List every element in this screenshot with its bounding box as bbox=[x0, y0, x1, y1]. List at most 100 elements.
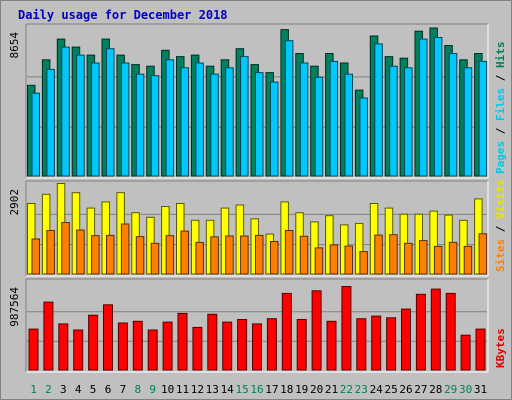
legend-item-pages: Pages bbox=[494, 141, 507, 174]
bar-kbytes-day-8 bbox=[132, 320, 143, 371]
bar-sites-day-9 bbox=[150, 242, 160, 275]
bar-sites-day-21 bbox=[329, 244, 339, 275]
x-tick-label-29: 29 bbox=[444, 383, 457, 396]
legend-separator: / bbox=[494, 219, 507, 239]
x-tick-label-9: 9 bbox=[149, 383, 156, 396]
x-tick-label-13: 13 bbox=[206, 383, 219, 396]
bar-kbytes-day-11 bbox=[177, 312, 188, 371]
ymax-label-bot: 987564 bbox=[8, 287, 21, 327]
legend-item-sites: Sites bbox=[494, 239, 507, 272]
bar-files-day-27 bbox=[419, 38, 428, 177]
bar-kbytes-day-18 bbox=[281, 292, 292, 371]
bar-sites-day-25 bbox=[389, 234, 398, 275]
bar-kbytes-day-2 bbox=[43, 301, 54, 371]
bar-kbytes-day-13 bbox=[207, 313, 218, 371]
x-tick-label-2: 2 bbox=[45, 383, 52, 396]
x-tick-label-7: 7 bbox=[120, 383, 127, 396]
x-tick-label-8: 8 bbox=[134, 383, 141, 396]
bar-kbytes-day-23 bbox=[356, 318, 367, 371]
bar-sites-day-12 bbox=[195, 241, 204, 275]
x-tick-label-27: 27 bbox=[414, 383, 427, 396]
bar-files-day-23 bbox=[359, 97, 368, 177]
bar-sites-day-6 bbox=[106, 234, 115, 275]
bar-files-day-2 bbox=[46, 68, 55, 177]
x-tick-label-3: 3 bbox=[60, 383, 67, 396]
bar-kbytes-day-28 bbox=[430, 288, 441, 371]
legend-mid: Sites / Visits bbox=[494, 179, 507, 272]
bar-sites-day-26 bbox=[404, 242, 413, 275]
legend-top: Pages / Files / Hits bbox=[494, 42, 507, 175]
bar-kbytes-day-1 bbox=[28, 328, 39, 371]
x-tick-label-5: 5 bbox=[90, 383, 97, 396]
panel-top: 8654 Pages / Files / Hits bbox=[8, 23, 507, 179]
legend-bot: KBytes bbox=[494, 328, 507, 368]
x-tick-label-6: 6 bbox=[105, 383, 112, 396]
bar-files-day-6 bbox=[106, 48, 115, 177]
x-tick-label-23: 23 bbox=[355, 383, 368, 396]
bar-kbytes-day-24 bbox=[371, 315, 382, 371]
bar-files-day-20 bbox=[314, 76, 324, 177]
bar-kbytes-day-10 bbox=[162, 321, 173, 371]
x-tick-label-10: 10 bbox=[161, 383, 174, 396]
bar-files-day-22 bbox=[344, 73, 353, 177]
x-tick-label-24: 24 bbox=[370, 383, 384, 396]
bar-sites-day-13 bbox=[210, 236, 219, 275]
bar-files-day-5 bbox=[91, 62, 100, 177]
bar-files-day-31 bbox=[478, 60, 488, 177]
bar-sites-day-18 bbox=[284, 230, 294, 275]
bar-files-day-13 bbox=[210, 73, 219, 177]
x-tick-label-25: 25 bbox=[384, 383, 397, 396]
bar-sites-day-31 bbox=[478, 233, 488, 275]
bar-sites-day-28 bbox=[433, 245, 443, 275]
bar-sites-day-19 bbox=[299, 235, 309, 275]
bar-sites-day-17 bbox=[270, 241, 279, 275]
bar-sites-day-27 bbox=[419, 240, 428, 275]
chart-title: Daily usage for December 2018 bbox=[18, 8, 228, 22]
bar-sites-day-30 bbox=[463, 245, 473, 275]
bar-sites-day-14 bbox=[225, 235, 234, 275]
bar-kbytes-day-15 bbox=[237, 319, 248, 371]
bar-files-day-18 bbox=[284, 40, 294, 177]
x-tick-label-22: 22 bbox=[340, 383, 353, 396]
x-tick-label-11: 11 bbox=[176, 383, 189, 396]
bar-sites-day-16 bbox=[255, 234, 264, 275]
bar-kbytes-day-16 bbox=[252, 323, 262, 371]
bar-kbytes-day-21 bbox=[326, 320, 337, 371]
bar-files-day-12 bbox=[195, 62, 204, 177]
x-tick-label-28: 28 bbox=[429, 383, 442, 396]
bar-kbytes-day-31 bbox=[475, 328, 486, 371]
bar-sites-day-29 bbox=[448, 241, 458, 275]
bar-kbytes-day-4 bbox=[73, 329, 84, 371]
bar-files-day-10 bbox=[165, 59, 175, 177]
legend-item-files: Files bbox=[494, 88, 507, 121]
bar-files-day-15 bbox=[240, 56, 249, 177]
bar-kbytes-day-22 bbox=[341, 286, 352, 371]
bar-kbytes-day-29 bbox=[445, 292, 456, 371]
bar-sites-day-24 bbox=[374, 234, 383, 275]
bar-kbytes-day-20 bbox=[311, 290, 322, 371]
bar-sites-day-11 bbox=[180, 230, 189, 275]
bar-sites-day-2 bbox=[46, 230, 55, 275]
bar-sites-day-22 bbox=[344, 245, 353, 275]
bar-kbytes-day-26 bbox=[401, 308, 411, 371]
x-tick-label-15: 15 bbox=[235, 383, 248, 396]
legend-separator: / bbox=[494, 68, 507, 88]
bar-files-day-1 bbox=[31, 92, 40, 177]
panel-bot: 987564 KBytes bbox=[8, 278, 507, 373]
bar-sites-day-23 bbox=[359, 251, 368, 275]
bar-visits-day-28 bbox=[429, 210, 438, 275]
legend-item-hits: Hits bbox=[494, 42, 507, 69]
bar-files-day-16 bbox=[255, 72, 264, 177]
bar-sites-day-7 bbox=[120, 223, 130, 275]
bar-files-day-21 bbox=[329, 60, 339, 177]
bar-files-day-28 bbox=[433, 37, 443, 177]
bar-kbytes-day-9 bbox=[147, 329, 158, 371]
bar-files-day-30 bbox=[463, 67, 473, 177]
bar-files-day-17 bbox=[270, 81, 279, 177]
x-tick-label-12: 12 bbox=[191, 383, 204, 396]
bar-files-day-29 bbox=[448, 53, 458, 177]
x-tick-label-26: 26 bbox=[399, 383, 412, 396]
x-tick-label-19: 19 bbox=[295, 383, 308, 396]
legend-item-kbytes: KBytes bbox=[494, 328, 507, 368]
